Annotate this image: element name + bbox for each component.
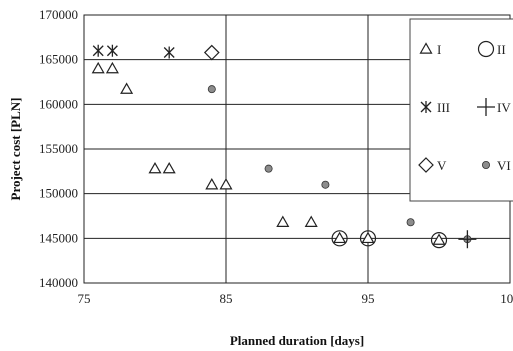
x-tick-label: 105 <box>500 291 513 306</box>
legend-item: IV <box>477 98 511 116</box>
point-dot <box>207 85 216 94</box>
x-tick-label: 85 <box>220 291 233 306</box>
point-triangle <box>432 233 446 245</box>
legend-label: II <box>497 42 506 57</box>
legend-marker-circle <box>477 40 495 58</box>
point-asterisk <box>92 44 104 57</box>
point-triangle <box>304 215 318 227</box>
legend-label: I <box>437 42 441 57</box>
point-triangle <box>361 231 375 244</box>
point-triangle <box>205 178 219 190</box>
legend-label: III <box>437 100 450 115</box>
y-axis-title: Project cost [PLN] <box>8 98 23 201</box>
x-axis-ticks: 75 85 95 105 <box>78 291 513 306</box>
series-i <box>91 61 446 245</box>
point-triangle <box>91 61 105 74</box>
y-tick-label: 150000 <box>39 186 78 201</box>
x-axis-title: Planned duration [days] <box>230 333 364 348</box>
point-plus <box>458 230 477 249</box>
y-tick-label: 145000 <box>39 230 78 245</box>
point-dot <box>406 218 415 227</box>
point-dot <box>264 164 273 173</box>
series-v <box>203 44 220 61</box>
series-iv <box>458 230 477 249</box>
point-circle <box>430 232 448 249</box>
legend-marker-triangle <box>419 42 433 54</box>
legend-label: V <box>437 158 447 173</box>
legend-marker-asterisk <box>420 101 432 113</box>
y-tick-label: 160000 <box>39 96 78 111</box>
y-tick-label: 140000 <box>39 275 78 290</box>
point-triangle <box>276 215 290 227</box>
y-tick-label: 170000 <box>39 7 78 22</box>
legend-item: II <box>477 40 506 58</box>
series-iii <box>92 44 175 59</box>
y-tick-label: 165000 <box>39 52 78 67</box>
point-asterisk <box>106 44 118 57</box>
legend-item: I <box>419 42 441 57</box>
legend-marker-plus <box>477 98 495 116</box>
point-triangle <box>148 161 162 174</box>
point-triangle <box>333 231 347 244</box>
point-dot <box>321 180 330 189</box>
x-tick-label: 75 <box>78 291 91 306</box>
point-triangle <box>105 61 119 74</box>
point-circle <box>331 230 348 247</box>
legend-marker-dot <box>481 160 490 169</box>
x-tick-label: 95 <box>362 291 375 306</box>
legend-label: VI <box>497 158 511 173</box>
legend-label: IV <box>497 100 511 115</box>
point-triangle <box>219 178 233 190</box>
point-asterisk <box>163 46 175 59</box>
point-triangle <box>162 161 176 174</box>
series-ii <box>331 230 448 249</box>
point-circle <box>359 230 377 247</box>
point-triangle <box>120 82 134 94</box>
legend-item: V <box>418 157 447 173</box>
point-diamond <box>203 44 220 61</box>
y-tick-label: 155000 <box>39 141 78 156</box>
y-axis-ticks: 140000 145000 150000 155000 160000 165000 1700… <box>39 7 78 290</box>
legend-marker-diamond <box>418 157 434 173</box>
legend-item: III <box>420 100 450 115</box>
legend-item: VI <box>481 158 511 173</box>
data-points <box>91 44 477 249</box>
